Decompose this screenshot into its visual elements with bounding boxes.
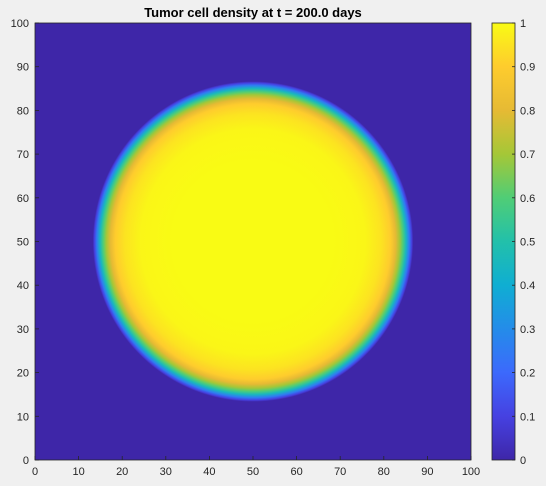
colorbar-tick-label: 0.6	[520, 193, 535, 205]
y-tick-label: 30	[17, 324, 29, 336]
y-tick-label: 70	[17, 149, 29, 161]
colorbar-tick-label: 0.8	[520, 105, 535, 117]
colorbar-tick-label: 0.1	[520, 411, 535, 423]
colorbar-tick-label: 0.5	[520, 237, 535, 249]
y-tick-label: 0	[23, 455, 29, 467]
colorbar-tick-label: 0.9	[520, 62, 535, 74]
x-tick-label: 70	[334, 466, 346, 478]
x-tick-label: 100	[462, 466, 480, 478]
y-tick-label: 40	[17, 280, 29, 292]
colorbar-scale	[492, 23, 515, 460]
colorbar-tick-label: 1	[520, 18, 526, 30]
y-tick-label: 90	[17, 62, 29, 74]
y-tick-label: 10	[17, 411, 29, 423]
x-tick-label: 80	[378, 466, 390, 478]
x-tick-label: 20	[116, 466, 128, 478]
colorbar-tick-label: 0.2	[520, 368, 535, 380]
x-tick-label: 50	[247, 466, 259, 478]
colorbar-ticks: 0 0.1 0.2 0.3 0.4 0.5 0.6 0.7 0.8 0.9 1	[512, 18, 535, 467]
chart-title: Tumor cell density at t = 200.0 days	[144, 5, 362, 20]
x-tick-label: 10	[72, 466, 84, 478]
x-tick-label: 40	[203, 466, 215, 478]
y-tick-label: 50	[17, 237, 29, 249]
colorbar-tick-label: 0	[520, 455, 526, 467]
x-tick-label: 60	[290, 466, 302, 478]
tumor-density-region	[92, 81, 414, 402]
colorbar-tick-label: 0.3	[520, 324, 535, 336]
y-tick-label: 20	[17, 368, 29, 380]
colorbar-tick-label: 0.7	[520, 149, 535, 161]
y-tick-label: 80	[17, 105, 29, 117]
x-tick-label: 30	[160, 466, 172, 478]
y-axis: 0 10 20 30 40 50 60 70 80 90 100	[11, 18, 39, 467]
x-axis: 0 10 20 30 40 50 60 70 80 90 100	[32, 456, 480, 478]
x-tick-label: 0	[32, 466, 38, 478]
colorbar-tick-label: 0.4	[520, 280, 535, 292]
y-tick-label: 60	[17, 193, 29, 205]
y-tick-label: 100	[11, 18, 29, 30]
heatmap-plot-area[interactable]	[34, 22, 472, 461]
colorbar: 0 0.1 0.2 0.3 0.4 0.5 0.6 0.7 0.8 0.9 1	[491, 18, 535, 467]
x-tick-label: 90	[421, 466, 433, 478]
